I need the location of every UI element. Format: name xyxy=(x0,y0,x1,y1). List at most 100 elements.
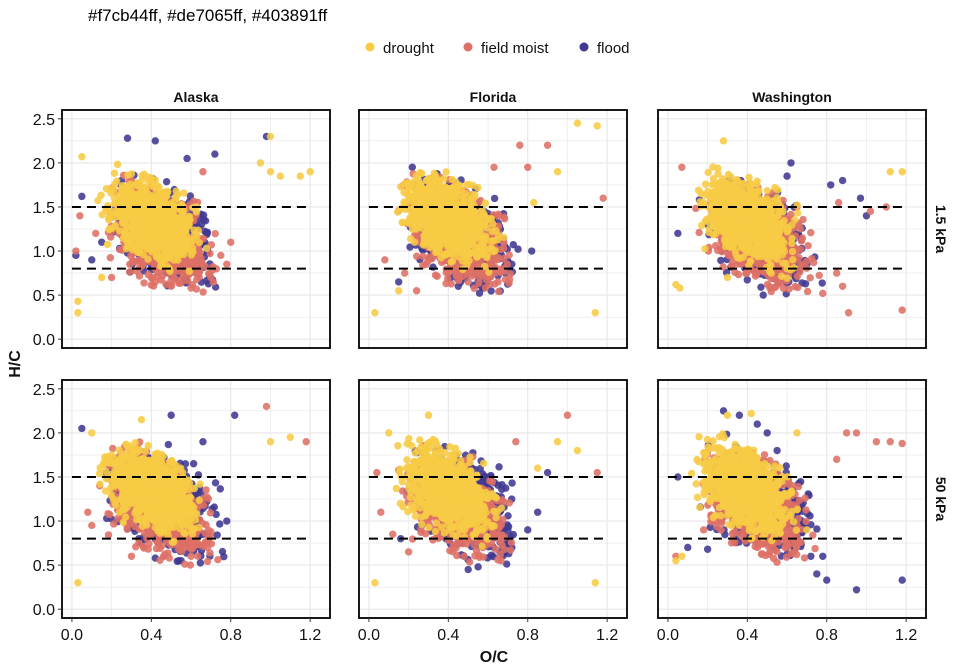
panel-alaska-1-5kpa-field-moist-point xyxy=(167,282,175,290)
panel-alaska-1-5kpa-drought-cloud-point xyxy=(189,236,198,245)
panel-alaska-1-5kpa-drought-cloud-point xyxy=(144,255,152,263)
panel-alaska-1-5kpa-drought-cloud-point xyxy=(187,251,196,259)
panel-florida-1-5kpa-drought-cloud-point xyxy=(426,196,434,205)
panel-alaska-1-5kpa-drought-cloud-point xyxy=(158,193,167,201)
panel-alaska-1-5kpa-drought-cloud-point xyxy=(103,240,112,249)
panel-alaska-1-5kpa-drought-point xyxy=(266,132,275,141)
panel-alaska-1-5kpa-drought-cloud-point xyxy=(147,174,156,182)
panel-florida-1-5kpa-drought-cloud-point xyxy=(480,221,489,230)
panel-florida-1-5kpa-drought-cloud-point xyxy=(469,211,477,219)
panel-washington-1-5kpa-flood-point xyxy=(827,181,835,189)
panel-florida-1-5kpa-drought-cloud-point xyxy=(440,209,449,218)
panel-florida-1-5kpa-drought-cloud-point xyxy=(447,193,455,201)
panel-alaska-1-5kpa-drought-cloud-point xyxy=(129,246,137,254)
panel-alaska-1-5kpa-field-moist-point xyxy=(151,278,160,286)
panel-washington-1-5kpa-flood-point xyxy=(787,159,795,167)
panel-washington-1-5kpa-flood-point xyxy=(759,291,767,299)
panel-florida-1-5kpa-drought-cloud-point xyxy=(464,220,472,228)
panel-florida-1-5kpa-drought-cloud-point xyxy=(486,245,494,253)
panel-florida-1-5kpa-drought-cloud-point xyxy=(429,174,438,182)
panel-florida-1-5kpa-drought-cloud-point xyxy=(473,253,481,261)
panel-alaska-1-5kpa-drought-cloud-point xyxy=(183,232,191,240)
panel-alaska-1-5kpa-flood-point xyxy=(183,154,191,163)
panel-alaska-1-5kpa-field-moist-point xyxy=(76,212,84,220)
panel-florida-1-5kpa-field-moist-cloud-point xyxy=(493,255,502,264)
y-tick-label: 1.0 xyxy=(33,244,55,261)
panel-alaska-1-5kpa-field-moist-cloud-point xyxy=(195,268,204,276)
panel-florida-1-5kpa-field-moist-point xyxy=(599,194,607,202)
panel-alaska-1-5kpa-drought-cloud-point xyxy=(171,193,179,202)
panel-washington-1-5kpa-flood-cloud-point xyxy=(801,280,810,288)
panel-florida-1-5kpa-field-moist-cloud-point xyxy=(500,215,509,223)
panel-alaska-1-5kpa-flood-point xyxy=(78,192,86,201)
panel-washington-1-5kpa-flood-point xyxy=(674,229,682,238)
panel-alaska-1-5kpa-field-moist-point xyxy=(199,168,207,176)
panel-florida-1-5kpa-drought-cloud-point xyxy=(465,180,473,189)
panel-washington-1-5kpa-flood-cloud-point xyxy=(743,276,752,284)
panel-florida-1-5kpa-field-moist-cloud-point xyxy=(419,252,427,261)
panel-alaska-1-5kpa-drought-cloud-point xyxy=(148,221,157,229)
legend-label-field-moist: field moist xyxy=(481,40,549,57)
y-tick-label: 0.0 xyxy=(33,332,55,349)
panel-alaska-1-5kpa-field-moist-point xyxy=(107,273,116,282)
panel-florida-1-5kpa-flood-cloud-point xyxy=(429,263,437,271)
panel-washington-1-5kpa-flood-point xyxy=(838,176,847,185)
panel-alaska-1-5kpa-field-moist-cloud-point xyxy=(144,270,152,279)
panel-alaska-1-5kpa-drought-cloud-point xyxy=(135,248,144,257)
panel-alaska-1-5kpa-drought-cloud-point xyxy=(112,209,121,217)
panel-florida-1-5kpa-drought-point xyxy=(395,287,403,295)
panel-florida-1-5kpa-drought-cloud-point xyxy=(402,199,410,208)
panel-washington-1-5kpa-field-moist-cloud-point xyxy=(807,229,815,237)
panel-alaska-1-5kpa-flood-point xyxy=(151,137,160,145)
panel-washington-1-5kpa-field-moist-cloud-point xyxy=(725,251,733,260)
panel-florida-1-5kpa-drought-point xyxy=(371,309,379,317)
panel-alaska-1-5kpa-field-moist-cloud-point xyxy=(140,279,148,287)
panel-florida-1-5kpa-drought-cloud-point xyxy=(493,236,502,244)
panel-florida-1-5kpa-drought-cloud-point xyxy=(465,231,474,239)
panel-alaska-1-5kpa-drought-cloud-point xyxy=(124,171,132,179)
panel-florida-1-5kpa-flood-cloud-point xyxy=(408,163,416,171)
panel-florida-1-5kpa-drought-cloud-point xyxy=(435,242,444,251)
panel-alaska-1-5kpa-drought-cloud-point xyxy=(130,207,138,215)
panel-alaska-1-5kpa-drought-cloud-point xyxy=(122,244,131,253)
panel-washington-1-5kpa-field-moist-cloud-point xyxy=(779,284,788,293)
panel-washington-1-5kpa-field-moist-cloud-point xyxy=(804,241,812,250)
panel-florida-1-5kpa-drought-cloud-point xyxy=(459,247,468,255)
panel-alaska-1-5kpa-drought-cloud-point xyxy=(138,172,146,180)
panel-alaska-1-5kpa-field-moist-point xyxy=(223,260,231,268)
panel-florida-1-5kpa-drought-cloud-point xyxy=(483,253,491,262)
panel-florida-1-5kpa-drought-cloud-point xyxy=(423,176,432,184)
panel-florida-1-5kpa-field-moist-cloud-point xyxy=(486,280,494,288)
panel-washington-1-5kpa-flood-cloud-point xyxy=(757,283,765,291)
panel-alaska-1-5kpa-field-moist-cloud-point xyxy=(199,288,207,296)
panel-florida-1-5kpa-drought-cloud-point xyxy=(424,212,433,221)
panel-alaska-1-5kpa-drought-cloud-point xyxy=(175,239,183,247)
panel-alaska-1-5kpa-drought-cloud-point xyxy=(183,238,191,246)
panel-alaska-1-5kpa-field-moist-cloud-point xyxy=(170,274,178,282)
panel-washington-1-5kpa-flood-point xyxy=(856,194,865,202)
panel-alaska-1-5kpa-drought-cloud-point xyxy=(137,198,145,206)
panel-alaska-1-5kpa-drought-cloud-point xyxy=(129,226,138,234)
panel-florida-1-5kpa-field-moist-cloud-point xyxy=(505,251,513,259)
panel-florida-1-5kpa-drought-point xyxy=(410,238,419,246)
panel-alaska-1-5kpa-field-moist-cloud-point xyxy=(106,254,115,262)
panel-alaska-1-5kpa-points xyxy=(72,132,314,317)
panel-florida-1-5kpa-drought-cloud-point xyxy=(442,168,450,176)
panel-alaska-1-5kpa-drought-cloud-point xyxy=(172,187,180,195)
panel-washington-1-5kpa-points xyxy=(672,137,906,317)
panel-florida-1-5kpa-field-moist-point xyxy=(543,141,552,149)
panel-alaska-1-5kpa-drought-cloud-point xyxy=(137,211,145,220)
panel-alaska-1-5kpa-field-moist-cloud-point xyxy=(135,272,144,280)
panel-alaska-1-5kpa-flood-point xyxy=(211,150,219,158)
legend-key-field-moist xyxy=(463,42,473,52)
panel-florida-1-5kpa-drought-cloud-point xyxy=(467,195,476,203)
panel-alaska-1-5kpa-field-moist-cloud-point xyxy=(106,233,115,241)
panel-alaska-1-5kpa-drought-point xyxy=(74,297,82,305)
panel-florida-1-5kpa-drought-cloud-point xyxy=(485,268,493,276)
panel-alaska-1-5kpa-field-moist-point xyxy=(217,251,225,260)
panel-alaska-1-5kpa-drought-cloud-point xyxy=(123,237,131,246)
panel-florida-1-5kpa-drought-cloud-point xyxy=(462,210,471,219)
panel-florida-1-5kpa-flood-cloud-point xyxy=(514,245,522,253)
panel-alaska-1-5kpa-drought-cloud-point xyxy=(158,261,166,270)
